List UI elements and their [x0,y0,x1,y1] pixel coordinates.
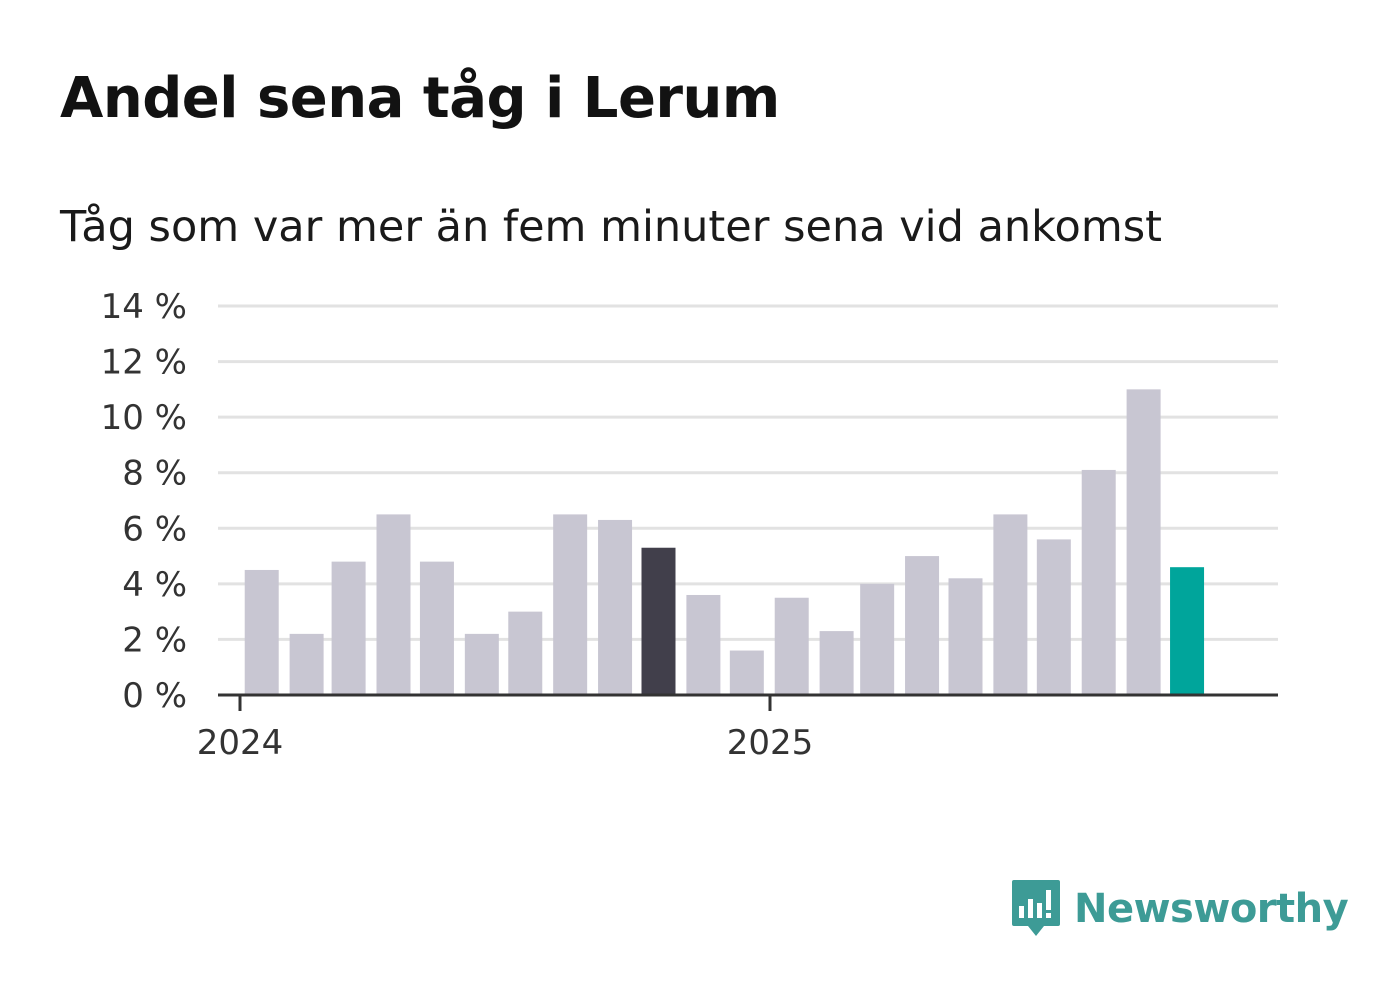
bar [419,561,454,695]
bar [1036,539,1071,695]
bar [860,583,895,695]
y-tick-label: 14 % [101,287,187,327]
bar [508,611,543,695]
y-tick-label: 10 % [101,398,187,438]
bar [464,633,499,695]
bar [641,547,676,695]
y-tick-label: 0 % [122,676,187,716]
x-tick-label: 2024 [197,723,284,763]
bar [993,514,1028,695]
y-tick-label: 6 % [122,509,187,549]
y-tick-label: 4 % [122,565,187,605]
y-tick-label: 12 % [101,343,187,383]
bar [1126,389,1161,695]
bar [1170,567,1205,695]
brand: Newsworthy [1010,876,1349,942]
bar [553,514,588,695]
y-axis-labels: 0 % 2 % 4 % 6 % 8 % 10 % 12 % 14 % [101,287,187,716]
newsworthy-logo-icon [1012,880,1060,936]
bar [686,594,721,695]
bar [244,569,279,695]
bars [244,389,1205,695]
bar [819,631,854,695]
bar [1081,469,1116,695]
bar [598,519,633,695]
bar [376,514,411,695]
bar [948,578,983,695]
chart-title: Andel sena tåg i Lerum [60,66,780,131]
bar [729,650,764,695]
bar [331,561,366,695]
y-tick-label: 8 % [122,454,187,494]
y-tick-label: 2 % [122,620,187,660]
chart-subtitle: Tåg som var mer än fem minuter sena vid … [60,202,1163,252]
x-tick-label: 2025 [727,723,814,763]
bar [905,556,940,695]
bar [774,597,809,695]
bar [289,633,324,695]
x-axis: 2024 2025 [197,693,1278,763]
brand-name: Newsworthy [1074,886,1349,932]
